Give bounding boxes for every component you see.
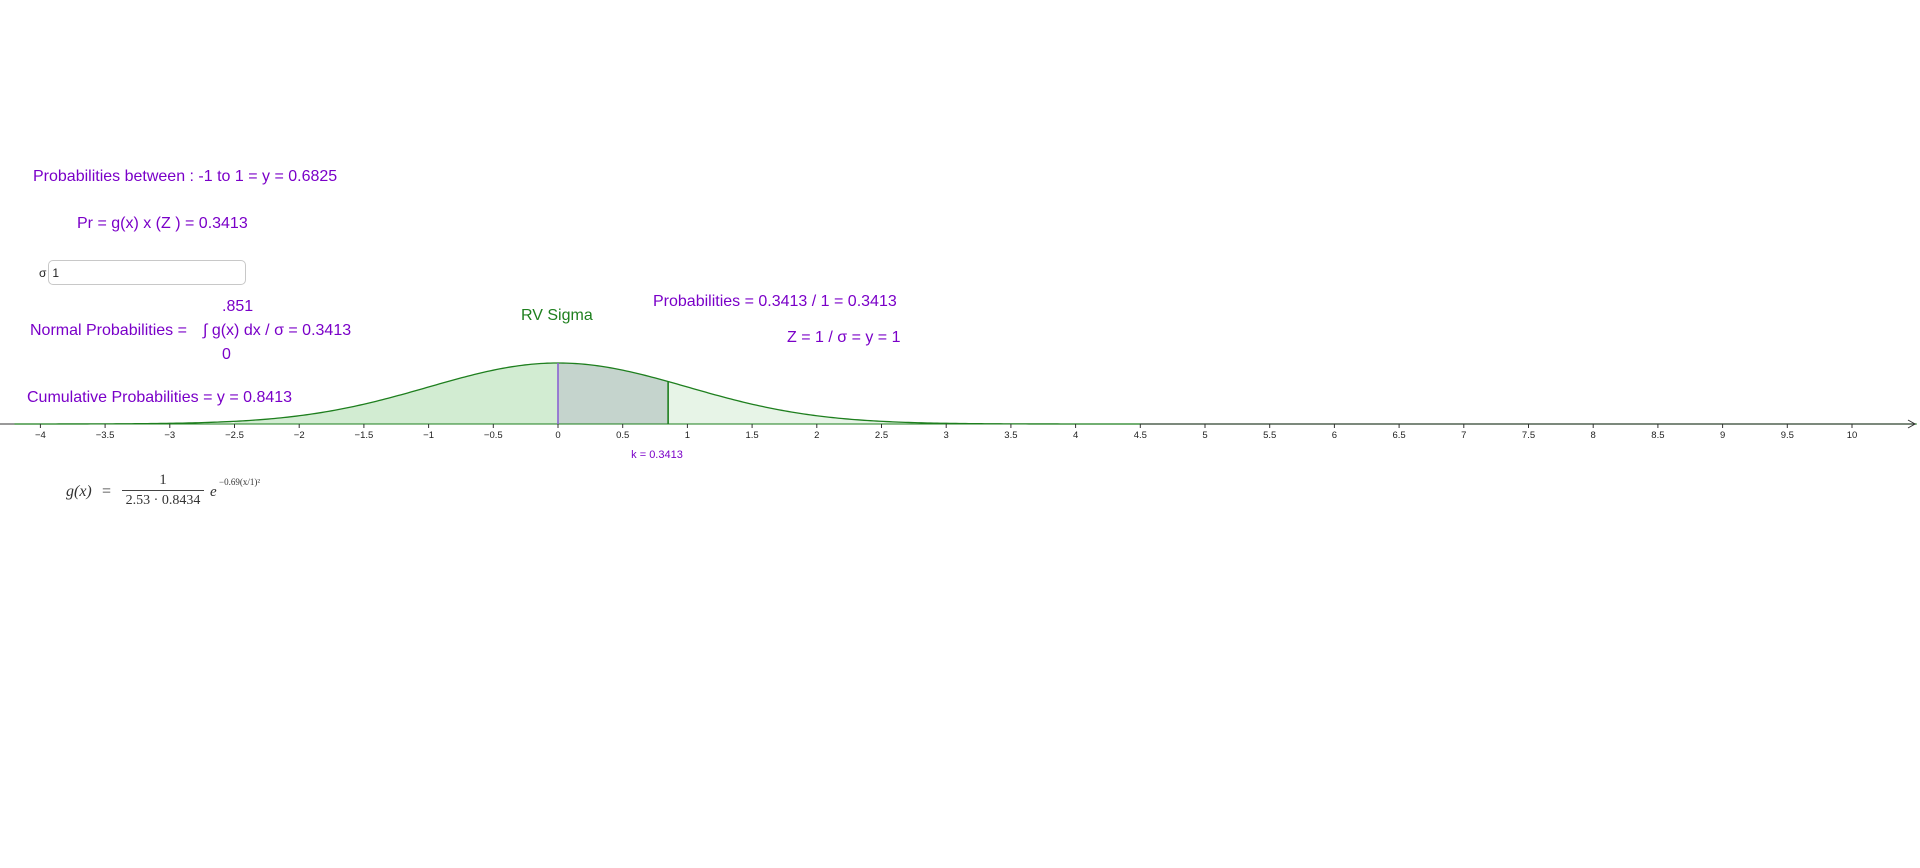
x-tick-label: −0.5 — [484, 430, 503, 441]
k-label: k = 0.3413 — [631, 449, 683, 461]
x-tick-label: 8 — [1591, 430, 1596, 441]
pdf-curve — [14, 362, 1917, 425]
right-area-fill — [668, 381, 973, 424]
x-tick-label: −1.5 — [355, 430, 374, 441]
x-tick-label: −3.5 — [96, 430, 115, 441]
x-tick-label: 8.5 — [1651, 430, 1664, 441]
sigma-input-label: σ — [39, 265, 47, 280]
x-tick-label: 10 — [1847, 430, 1858, 441]
x-tick-label: 6 — [1332, 430, 1337, 441]
x-tick-label: 3 — [944, 430, 949, 441]
x-tick-label: 9 — [1720, 430, 1725, 441]
x-tick-label: 4 — [1073, 430, 1078, 441]
x-tick-label: 1 — [685, 430, 690, 441]
x-tick-label: 2 — [814, 430, 819, 441]
x-tick-label: 7.5 — [1522, 430, 1535, 441]
probabilities-between-text: Probabilities between : -1 to 1 = y = 0.… — [33, 168, 338, 185]
pr-formula-text: Pr = g(x) x (Z ) = 0.3413 — [77, 215, 248, 232]
formula-fraction-bar — [122, 490, 204, 491]
formula-fraction: 1 2.53 · 0.8434 — [122, 472, 204, 509]
x-tick-label: −1 — [423, 430, 434, 441]
formula-exponent: −0.69(x/1)² — [219, 477, 261, 487]
x-tick-label: 0.5 — [616, 430, 629, 441]
x-tick-label: −4 — [35, 430, 46, 441]
x-tick-label: 9.5 — [1781, 430, 1794, 441]
x-tick-label: 3.5 — [1004, 430, 1017, 441]
left-area-fill — [234, 362, 558, 424]
z-value-text: Z = 1 / σ = y = 1 — [787, 329, 901, 346]
x-tick-label: 6.5 — [1392, 430, 1405, 441]
formula-denominator: 2.53 · 0.8434 — [125, 493, 201, 508]
integral-expression: ∫ g(x) dx / σ = 0.3413 — [203, 322, 352, 339]
chart-title: RV Sigma — [521, 307, 593, 324]
normal-probabilities-label: Normal Probabilities = — [30, 322, 187, 339]
probabilities-ratio-text: Probabilities = 0.3413 / 1 = 0.3413 — [653, 293, 897, 310]
x-tick-label: 4.5 — [1134, 430, 1147, 441]
integral-upper-limit: .851 — [222, 298, 254, 315]
x-tick-label: 1.5 — [745, 430, 758, 441]
x-tick-label: −3 — [164, 430, 175, 441]
integral-lower-limit: 0 — [222, 346, 231, 363]
formula-lhs: g(x) — [66, 483, 92, 500]
sigma-input[interactable] — [48, 260, 247, 285]
x-tick-label: 0 — [555, 430, 560, 441]
shaded-region-fill — [558, 362, 669, 424]
x-tick-label: 5 — [1202, 430, 1207, 441]
formula-numerator: 1 — [159, 472, 167, 488]
cumulative-probabilities-text: Cumulative Probabilities = y = 0.8413 — [27, 389, 293, 406]
x-tick-label: 2.5 — [875, 430, 888, 441]
x-tick-label: 7 — [1461, 430, 1466, 441]
formula-equals: = — [102, 483, 112, 500]
sigma-input-group: σ — [39, 259, 247, 286]
x-tick-label: −2.5 — [225, 430, 244, 441]
formula-base: e — [210, 484, 217, 500]
x-axis-arrow — [1907, 419, 1917, 429]
x-tick-label: −2 — [294, 430, 305, 441]
x-tick-label: 5.5 — [1263, 430, 1276, 441]
